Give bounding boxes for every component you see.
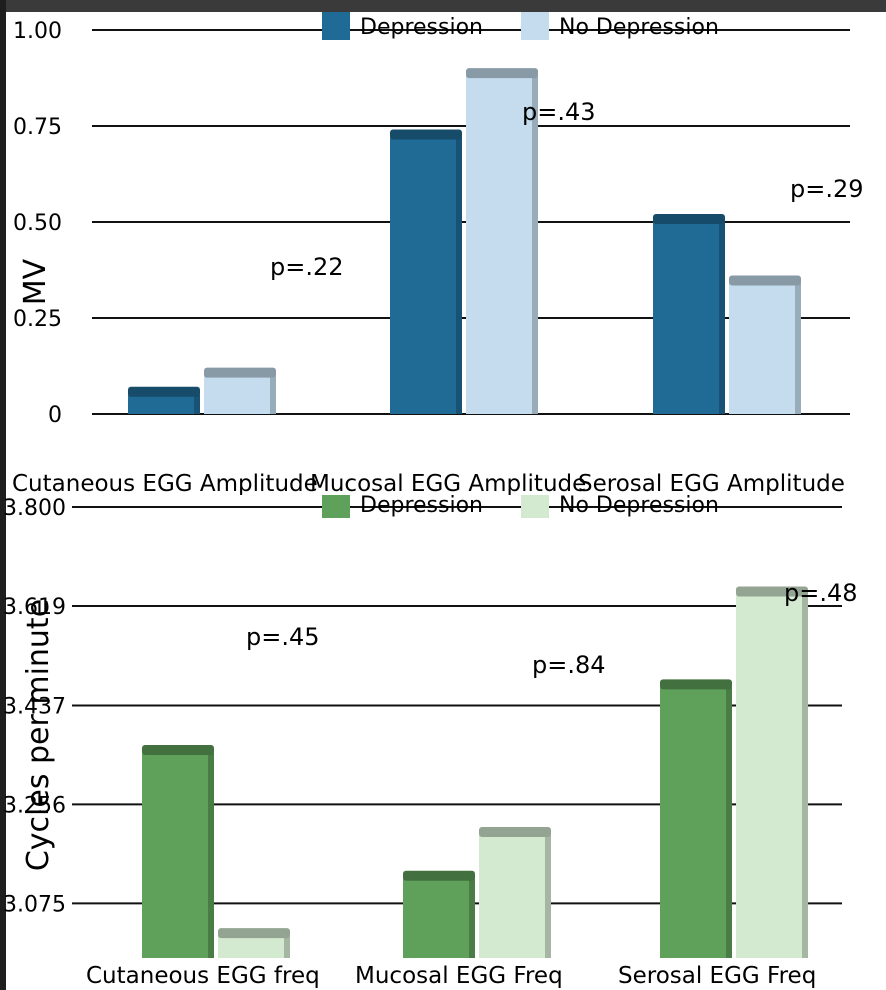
bar bbox=[729, 275, 801, 414]
y-tick-label: 1.00 bbox=[13, 19, 62, 44]
window-left-edge bbox=[0, 0, 6, 990]
bar-face bbox=[660, 687, 732, 958]
bar-face bbox=[653, 222, 725, 414]
bar bbox=[204, 367, 276, 414]
p-value-annotation: p=.22 bbox=[270, 253, 344, 281]
y-tick-label: 3.800 bbox=[3, 496, 66, 521]
bar-side-shade bbox=[795, 283, 801, 414]
p-value-annotation: p=.43 bbox=[522, 98, 596, 126]
bar-top-cap bbox=[142, 745, 214, 755]
legend-label: No Depression bbox=[559, 495, 719, 518]
bar-side-shade bbox=[469, 878, 475, 958]
bar-top-cap bbox=[479, 827, 551, 837]
bar-side-shade bbox=[726, 687, 732, 958]
bar bbox=[736, 586, 808, 958]
bar-face bbox=[736, 594, 808, 958]
bar-top-cap bbox=[128, 386, 200, 397]
bar bbox=[128, 386, 200, 414]
legend-label: Depression bbox=[360, 495, 483, 518]
bar-top-cap bbox=[218, 928, 290, 939]
bar-top-cap bbox=[403, 870, 475, 881]
p-value-annotation: p=.29 bbox=[790, 175, 864, 203]
bar-top-cap bbox=[736, 586, 808, 597]
y-axis-label: MV bbox=[18, 258, 53, 305]
bar-face bbox=[403, 878, 475, 958]
bar-side-shade bbox=[208, 753, 214, 958]
category-label: Mucosal EGG Amplitude bbox=[310, 471, 586, 495]
bar bbox=[479, 827, 551, 958]
bar-side-shade bbox=[532, 76, 538, 414]
category-label: Mucosal EGG Freq bbox=[355, 963, 563, 989]
legend-label: Depression bbox=[360, 15, 483, 40]
bar bbox=[466, 68, 538, 414]
window-top-bar bbox=[0, 0, 886, 12]
bar-side-shade bbox=[284, 936, 290, 958]
bar-side-shade bbox=[802, 594, 808, 958]
bar bbox=[390, 129, 462, 414]
bar-face bbox=[729, 283, 801, 414]
category-label: Cutaneous EGG freq bbox=[86, 963, 320, 989]
bar-side-shade bbox=[270, 375, 276, 414]
bar bbox=[660, 679, 732, 958]
bar-face bbox=[479, 835, 551, 958]
y-tick-label: 3.619 bbox=[3, 595, 66, 620]
y-tick-label: 3.437 bbox=[3, 694, 66, 719]
frequency-bar-chart: 3.075 3.256 3.437 3.619 3.800 Depression No De… bbox=[3, 495, 858, 989]
category-label: Serosal EGG Freq bbox=[618, 963, 816, 989]
legend-swatch bbox=[521, 495, 549, 518]
bar bbox=[653, 214, 725, 414]
y-tick-label: 0.75 bbox=[13, 115, 62, 140]
bar-face bbox=[128, 394, 200, 414]
y-tick-label: 0.50 bbox=[13, 211, 62, 236]
bar-side-shade bbox=[719, 222, 725, 414]
y-tick-label: 0.25 bbox=[13, 307, 62, 332]
bar-face bbox=[218, 936, 290, 958]
legend-swatch bbox=[322, 12, 350, 40]
bar-top-cap bbox=[466, 68, 538, 79]
amplitude-bar-chart: 0 0.25 0.50 0.75 1.00 Depression No Depression… bbox=[12, 12, 864, 495]
y-tick-label: 3.075 bbox=[3, 892, 66, 917]
y-tick-label: 0 bbox=[48, 403, 62, 428]
bar-side-shade bbox=[545, 835, 551, 958]
bar-face bbox=[204, 375, 276, 414]
bar-side-shade bbox=[456, 137, 462, 414]
p-value-annotation: p=.84 bbox=[532, 651, 606, 679]
legend-swatch bbox=[521, 12, 549, 40]
bar-top-cap bbox=[729, 275, 801, 286]
bar bbox=[403, 870, 475, 958]
bar-face bbox=[466, 76, 538, 414]
bar-top-cap bbox=[204, 367, 276, 378]
bar-face bbox=[390, 137, 462, 414]
legend-label: No Depression bbox=[559, 15, 719, 40]
bar-top-cap bbox=[390, 129, 462, 140]
bar-top-cap bbox=[653, 214, 725, 224]
y-axis-label: Cycles per minute bbox=[21, 599, 56, 871]
p-value-annotation: p=.45 bbox=[246, 623, 320, 651]
bar-side-shade bbox=[194, 394, 200, 414]
bar bbox=[218, 928, 290, 958]
legend-swatch bbox=[322, 495, 350, 518]
y-tick-label: 3.256 bbox=[3, 793, 66, 818]
category-label: Serosal EGG Amplitude bbox=[578, 471, 845, 495]
bar bbox=[142, 745, 214, 958]
bar-top-cap bbox=[660, 679, 732, 690]
p-value-annotation: p=.48 bbox=[784, 579, 858, 607]
category-label: Cutaneous EGG Amplitude bbox=[12, 471, 318, 495]
bar-face bbox=[142, 753, 214, 958]
